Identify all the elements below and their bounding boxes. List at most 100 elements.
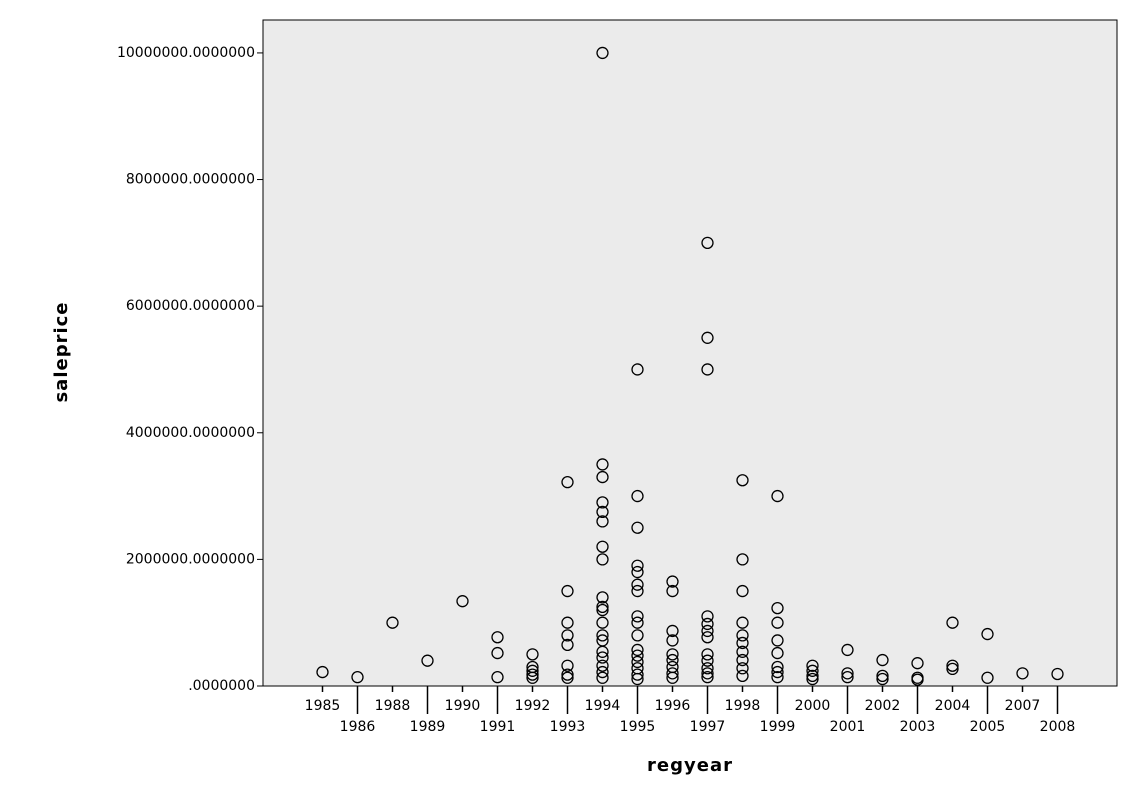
point [666, 653, 679, 667]
point [771, 665, 784, 679]
point [841, 643, 854, 657]
point [1016, 667, 1029, 680]
point [911, 673, 924, 686]
point [701, 631, 714, 644]
point [701, 624, 714, 638]
x-tick-label: 1995 [620, 719, 656, 735]
point [736, 645, 749, 658]
x-tick-label: 1985 [305, 698, 341, 714]
point [736, 584, 749, 598]
point [631, 643, 644, 657]
point [596, 645, 609, 658]
point [631, 629, 644, 642]
point [771, 616, 784, 629]
point [736, 553, 749, 566]
point [876, 669, 889, 683]
x-tick-label: 1994 [585, 698, 621, 714]
point [596, 458, 609, 471]
y-tick-label: .0000000 [188, 678, 255, 694]
point [491, 631, 504, 644]
point [806, 659, 819, 672]
x-tick-label: 2008 [1040, 719, 1076, 735]
point [596, 659, 609, 672]
x-tick-label: 1997 [690, 719, 726, 735]
x-tick-label: 1986 [340, 719, 376, 735]
point [596, 515, 609, 528]
point [631, 578, 644, 591]
point [701, 610, 714, 623]
point [701, 667, 714, 680]
point [701, 236, 714, 249]
point [701, 670, 714, 684]
x-tick-label: 2005 [970, 719, 1006, 735]
point [596, 46, 609, 60]
point [701, 617, 714, 631]
point [596, 591, 609, 604]
point [631, 489, 644, 503]
point [631, 616, 644, 629]
point [631, 559, 644, 572]
point [666, 624, 679, 638]
point [561, 629, 574, 642]
point [666, 671, 679, 684]
point [631, 521, 644, 534]
x-tick-label: 1991 [480, 719, 516, 735]
point [771, 660, 784, 674]
point [771, 634, 784, 647]
x-tick-label: 2002 [865, 698, 901, 714]
point [526, 664, 539, 677]
point [526, 648, 539, 661]
plot-area [262, 19, 1118, 687]
x-tick-label: 1993 [550, 719, 586, 735]
y-tick-label: 4000000.0000000 [126, 425, 255, 441]
x-tick-label: 1990 [445, 698, 481, 714]
x-axis-title: regyear [647, 755, 733, 776]
x-tick-label: 1988 [375, 698, 411, 714]
point [666, 648, 679, 661]
point [701, 363, 714, 376]
point [631, 668, 644, 681]
x-tick-label: 1989 [410, 719, 446, 735]
point [561, 475, 574, 489]
point [736, 636, 749, 650]
point [596, 603, 609, 617]
y-tick-label: 6000000.0000000 [126, 298, 255, 314]
point [981, 671, 994, 684]
point [316, 665, 329, 679]
point [631, 655, 644, 669]
point [456, 595, 469, 608]
point [841, 670, 854, 684]
point [561, 659, 574, 672]
point [736, 669, 749, 683]
point [596, 553, 609, 566]
point [841, 667, 854, 680]
point [561, 638, 574, 651]
point [736, 474, 749, 487]
point [736, 653, 749, 667]
point [666, 634, 679, 647]
point [946, 659, 959, 672]
point [421, 654, 434, 667]
point [561, 616, 574, 629]
point [351, 670, 364, 684]
point [876, 653, 889, 667]
point [596, 665, 609, 679]
point [701, 331, 714, 344]
point [666, 575, 679, 588]
x-tick-label: 2001 [830, 719, 866, 735]
point [771, 601, 784, 615]
point [561, 584, 574, 598]
point [596, 671, 609, 684]
point [806, 664, 819, 677]
point [946, 662, 959, 676]
point [596, 651, 609, 664]
point [596, 629, 609, 642]
point [736, 629, 749, 642]
x-tick-label: 2004 [935, 698, 971, 714]
x-tick-label: 1998 [725, 698, 761, 714]
point [771, 670, 784, 684]
x-tick-label: 2003 [900, 719, 936, 735]
point [491, 670, 504, 684]
point [946, 616, 959, 629]
